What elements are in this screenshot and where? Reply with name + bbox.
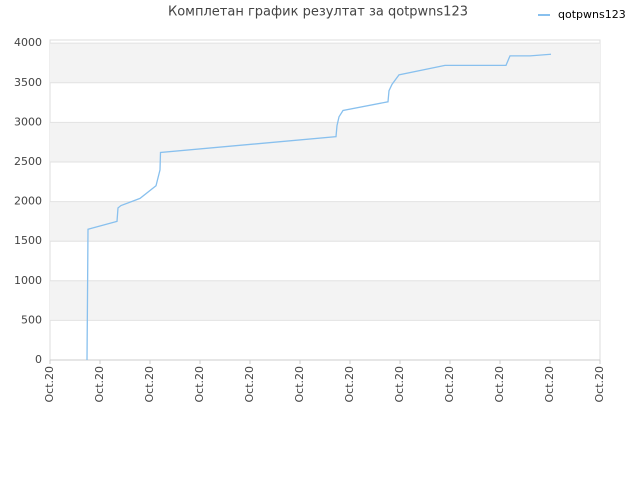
chart-title: Комплетан график резултат за qotpwns123	[168, 5, 468, 20]
grid-band	[50, 201, 600, 242]
y-tick-label: 3000	[14, 115, 42, 128]
y-tick-label: 1000	[14, 274, 42, 287]
grid-band	[50, 122, 600, 162]
x-tick-label: Oct.20	[343, 366, 356, 403]
x-tick-label: Oct.20	[293, 366, 306, 403]
y-tick-label: 1500	[14, 234, 42, 247]
y-tick-label: 2000	[14, 195, 42, 208]
data-line	[86, 53, 552, 361]
y-tick-label: 500	[21, 313, 42, 326]
legend-label: qotpwns123	[558, 8, 626, 21]
y-tick-label: 4000	[14, 36, 42, 49]
y-tick-label: 3500	[14, 76, 42, 89]
x-tick-label: Oct.20	[443, 366, 456, 403]
y-tick-label: 0	[35, 353, 42, 366]
x-tick-label: Oct.20	[43, 366, 56, 403]
x-tick-label: Oct.20	[493, 366, 506, 403]
x-tick-label: Oct.20	[593, 366, 606, 403]
grid-band	[50, 280, 600, 321]
grid-band	[50, 43, 600, 83]
x-tick-label: Oct.20	[543, 366, 556, 403]
x-tick-label: Oct.20	[193, 366, 206, 403]
x-tick-label: Oct.20	[393, 366, 406, 403]
x-tick-label: Oct.20	[243, 366, 256, 403]
x-tick-label: Oct.20	[93, 366, 106, 403]
x-tick-label: Oct.20	[143, 366, 156, 403]
y-tick-label: 2500	[14, 155, 42, 168]
